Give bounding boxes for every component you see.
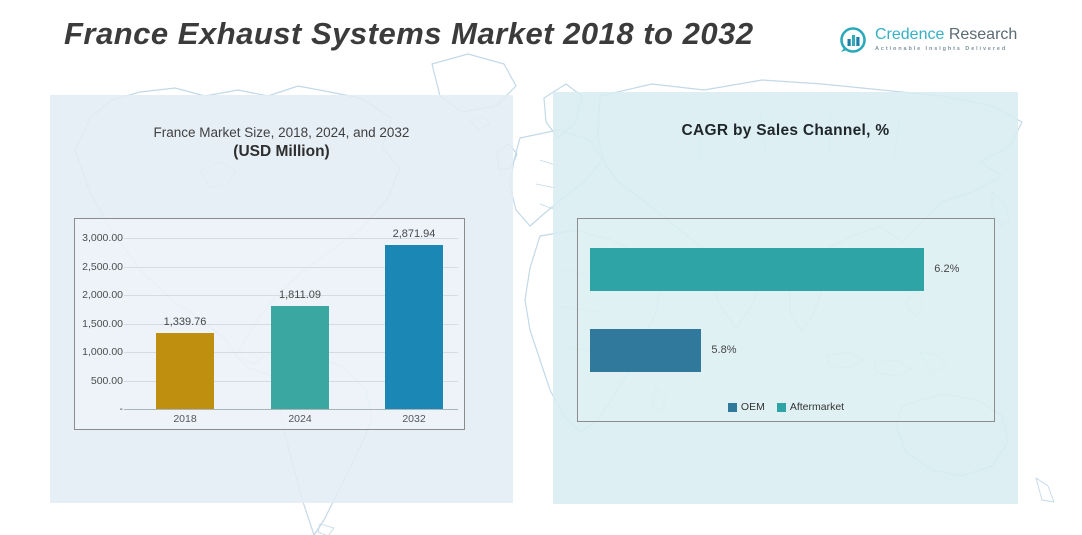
x-axis-label: 2032 xyxy=(402,413,426,425)
bar-2018 xyxy=(156,332,214,409)
legend-label: OEM xyxy=(740,401,765,413)
brand-name-primary: Credence xyxy=(875,26,945,43)
bar-value-label: 1,811.09 xyxy=(278,288,321,301)
brand-logo: Credence Research Actionable Insights De… xyxy=(838,26,1017,56)
y-axis-label: 500.00 xyxy=(90,374,123,387)
y-axis-label: 2,500.00 xyxy=(82,260,123,273)
legend-swatch-icon xyxy=(727,402,737,412)
y-axis-label: 1,000.00 xyxy=(82,346,123,358)
page-title: France Exhaust Systems Market 2018 to 20… xyxy=(64,16,754,51)
brand-tagline: Actionable Insights Delivered xyxy=(875,46,1008,52)
x-axis-label: 2018 xyxy=(173,413,197,425)
bar-2024 xyxy=(271,305,329,409)
market-size-chart: 3,000.00 2,500.00 2,000.00 1,500.00 1,000.00… xyxy=(74,218,465,430)
bar-value-label: 1,339.76 xyxy=(163,315,207,328)
brand-name: Credence Research xyxy=(875,26,1017,44)
right-chart-title: CAGR by Sales Channel, % xyxy=(681,122,890,139)
left-chart-title: France Market Size, 2018, 2024, and 2032 xyxy=(153,125,410,140)
bar-aftermarket xyxy=(590,248,925,291)
cagr-chart: 6.2% 5.8% OEM Aftermarket xyxy=(577,218,995,422)
y-axis-label: - xyxy=(119,403,124,415)
legend-item-aftermarket: Aftermarket xyxy=(776,401,845,413)
legend-swatch-icon xyxy=(776,402,786,412)
y-axis-label: 1,500.00 xyxy=(82,317,123,330)
market-size-panel: France Market Size, 2018, 2024, and 2032… xyxy=(50,95,513,503)
bar-2032 xyxy=(385,245,443,409)
x-axis-label: 2024 xyxy=(288,413,312,425)
logo-bar-chart-icon xyxy=(840,27,866,53)
cagr-panel: CAGR by Sales Channel, % 6.2% 5.8% OEM Afte… xyxy=(553,92,1018,504)
legend-item-oem: OEM xyxy=(727,401,765,413)
bar-value-label: 2,871.94 xyxy=(392,228,436,241)
y-axis-label: 3,000.00 xyxy=(82,232,123,244)
legend-label: Aftermarket xyxy=(789,401,845,413)
y-axis-label: 2,000.00 xyxy=(82,289,123,301)
brand-name-secondary: Research xyxy=(948,26,1018,43)
bar-value-label: 5.8% xyxy=(711,343,737,356)
bar-value-label: 6.2% xyxy=(934,262,960,275)
bar-oem xyxy=(590,329,702,372)
grid-line xyxy=(124,238,458,239)
left-chart-subtitle: (USD Million) xyxy=(233,143,330,160)
grid-line xyxy=(124,266,458,268)
chart-legend: OEM Aftermarket xyxy=(578,401,994,413)
grid-line xyxy=(124,295,458,296)
x-axis-line xyxy=(124,409,458,410)
